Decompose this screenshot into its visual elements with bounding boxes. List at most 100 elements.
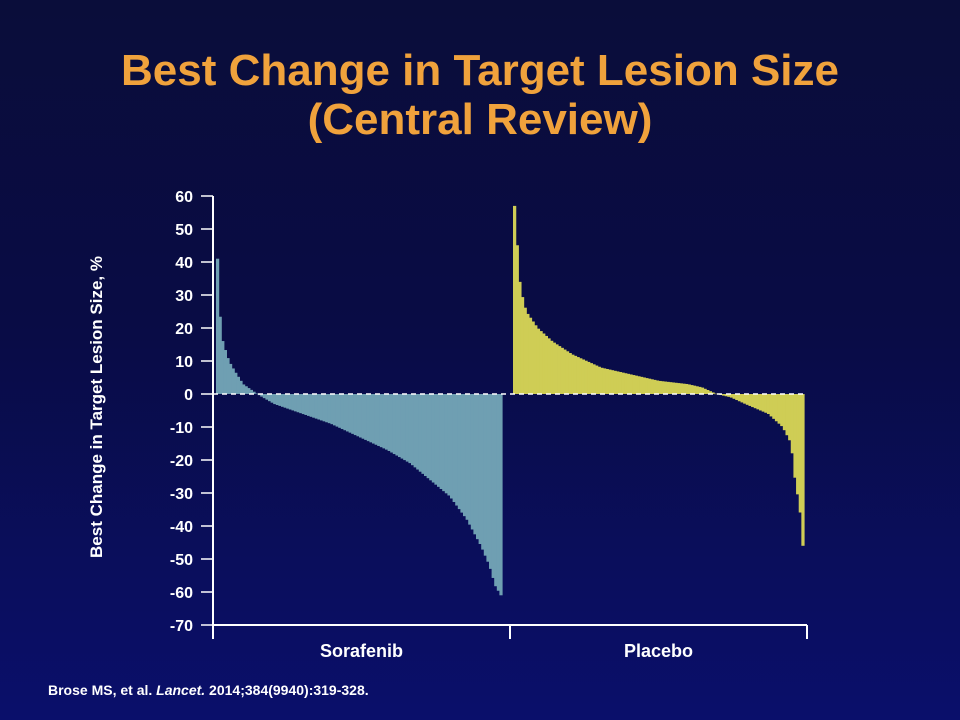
bar-sorafenib: [270, 394, 274, 403]
bar-sorafenib: [369, 394, 373, 443]
bar-placebo: [581, 359, 586, 394]
bar-sorafenib: [392, 394, 396, 455]
bar-sorafenib: [218, 316, 222, 394]
bar-sorafenib: [265, 394, 269, 400]
bar-placebo: [584, 360, 588, 394]
bar-placebo: [573, 355, 578, 394]
bar-sorafenib: [252, 391, 256, 394]
bar-placebo: [727, 394, 731, 397]
bar-placebo: [536, 328, 541, 394]
bar-sorafenib: [239, 380, 243, 394]
bar-placebo: [526, 313, 530, 394]
citation-journal: Lancet.: [156, 682, 206, 698]
bar-sorafenib: [424, 394, 428, 477]
bar-placebo: [600, 367, 604, 394]
bar-placebo: [624, 373, 628, 394]
bar-sorafenib: [234, 372, 238, 394]
y-tick-label: -10: [170, 420, 193, 437]
bar-placebo: [608, 369, 612, 394]
bar-placebo: [550, 340, 554, 394]
bar-sorafenib: [286, 394, 290, 409]
bar-placebo: [700, 387, 705, 394]
bar-sorafenib: [236, 376, 240, 394]
bar-sorafenib: [431, 394, 435, 483]
bar-sorafenib: [255, 393, 259, 395]
bar-sorafenib: [455, 394, 459, 506]
bar-sorafenib: [395, 394, 399, 456]
bar-sorafenib: [447, 394, 451, 496]
bar-sorafenib: [408, 394, 412, 464]
bar-sorafenib: [398, 394, 402, 458]
citation-details: 2014;384(9940):319-328.: [205, 682, 369, 698]
bar-sorafenib: [481, 394, 485, 550]
bar-placebo: [698, 386, 702, 394]
bar-sorafenib: [403, 394, 407, 461]
bar-placebo: [531, 321, 535, 394]
bar-placebo: [706, 390, 710, 394]
bar-sorafenib: [374, 394, 378, 445]
bar-placebo: [708, 391, 713, 394]
bar-sorafenib: [242, 384, 246, 394]
bar-placebo: [523, 307, 527, 394]
bar-sorafenib: [278, 394, 282, 406]
bar-placebo: [528, 317, 533, 394]
bar-sorafenib: [338, 394, 342, 428]
bar-sorafenib: [470, 394, 474, 530]
y-tick-label: -20: [170, 453, 193, 470]
bar-sorafenib: [281, 394, 285, 407]
bar-placebo: [544, 335, 548, 394]
bar-sorafenib: [359, 394, 363, 438]
bar-placebo: [759, 394, 763, 411]
bar-sorafenib: [296, 394, 300, 413]
bar-placebo: [647, 378, 652, 394]
bar-sorafenib: [405, 394, 409, 462]
bar-sorafenib: [247, 388, 251, 394]
bar-placebo: [793, 394, 797, 478]
bar-sorafenib: [372, 394, 376, 444]
bar-placebo: [788, 394, 792, 441]
bar-sorafenib: [421, 394, 425, 474]
bar-placebo: [579, 358, 583, 394]
bar-sorafenib: [221, 341, 225, 394]
bar-sorafenib: [356, 394, 360, 437]
bar-sorafenib: [320, 394, 324, 421]
bar-sorafenib: [249, 389, 253, 394]
bar-placebo: [687, 384, 691, 394]
bar-sorafenib: [387, 394, 391, 452]
x-group-label: Sorafenib: [320, 641, 403, 661]
bar-placebo: [663, 381, 668, 394]
bar-sorafenib: [330, 394, 334, 425]
bar-placebo: [785, 394, 789, 436]
bar-placebo: [666, 381, 670, 394]
bar-sorafenib: [340, 394, 344, 430]
bar-sorafenib: [244, 386, 248, 394]
bar-sorafenib: [491, 394, 495, 578]
bar-sorafenib: [322, 394, 326, 422]
bar-placebo: [772, 394, 776, 419]
bar-placebo: [703, 388, 707, 394]
bar-sorafenib: [400, 394, 404, 459]
bar-placebo: [632, 375, 636, 394]
bar-sorafenib: [312, 394, 316, 418]
bar-placebo: [610, 370, 615, 394]
bar-sorafenib: [476, 394, 480, 540]
slide-title: Best Change in Target Lesion Size (Centr…: [0, 46, 960, 144]
bar-placebo: [520, 297, 525, 394]
bar-sorafenib: [450, 394, 454, 499]
bar-sorafenib: [418, 394, 422, 472]
y-tick-label: 30: [175, 288, 193, 305]
y-tick-label: -30: [170, 486, 193, 503]
bar-sorafenib: [442, 394, 446, 492]
bar-placebo: [645, 378, 649, 394]
y-tick-label: -70: [170, 618, 193, 635]
y-tick-label: 0: [184, 387, 193, 404]
bar-sorafenib: [457, 394, 461, 510]
bar-sorafenib: [325, 394, 329, 423]
bar-placebo: [798, 394, 802, 513]
bar-sorafenib: [416, 394, 420, 470]
bar-sorafenib: [294, 394, 298, 412]
bar-sorafenib: [229, 363, 233, 394]
bar-placebo: [602, 368, 607, 394]
bar-placebo: [743, 394, 747, 404]
bar-sorafenib: [439, 394, 443, 489]
